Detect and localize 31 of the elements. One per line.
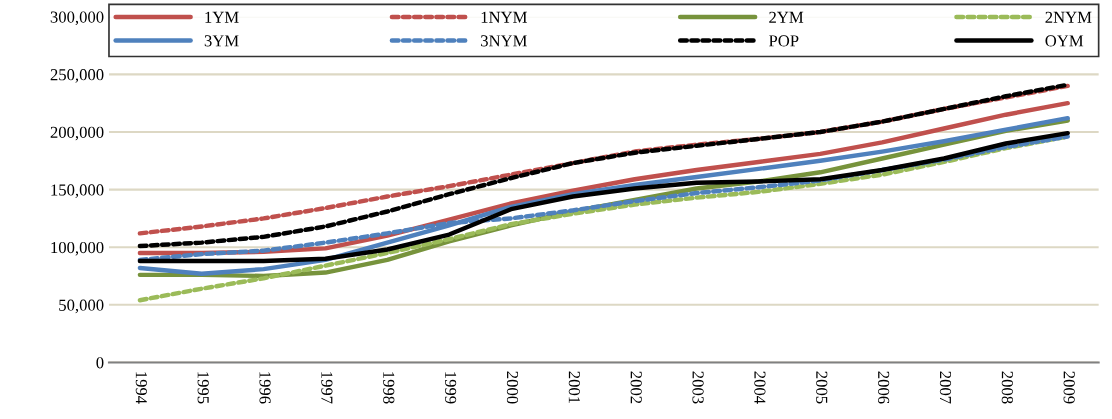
legend-label: 2NYM [1045, 11, 1092, 23]
legend-label: 3NYM [481, 35, 527, 47]
legend-label: OYM [1045, 35, 1084, 47]
x-tick-label: 1999 [445, 372, 457, 404]
x-tick-label: 2006 [877, 371, 890, 404]
y-tick-label: 0 [96, 357, 104, 369]
x-tick-label: 2009 [1063, 371, 1075, 404]
x-tick-label: 1997 [321, 372, 333, 404]
x-tick-label: 1996 [259, 372, 271, 404]
x-tick-label: 2008 [1001, 371, 1013, 404]
legend-label: 3YM [204, 35, 239, 47]
x-tick-label: 2004 [754, 371, 766, 404]
y-tick-label: 300,000 [50, 11, 104, 26]
x-tick-label: 2001 [568, 371, 580, 404]
x-tick-label: 1994 [135, 372, 147, 404]
legend-label: 2YM [769, 11, 804, 23]
legend-label: 1YM [205, 11, 239, 23]
legend-label: POP [768, 35, 799, 47]
y-tick-label: 150,000 [51, 184, 104, 198]
x-tick-label: 2002 [630, 371, 642, 404]
x-tick-label: 2003 [692, 371, 704, 404]
x-tick-label: 1998 [383, 372, 395, 404]
y-tick-label: 100,000 [51, 241, 104, 256]
y-tick-label: 200,000 [50, 126, 104, 141]
legend-label: 1NYM [481, 11, 527, 23]
x-tick-label: 1995 [197, 372, 209, 404]
x-tick-label: 2007 [939, 371, 952, 404]
y-tick-label: 50,000 [59, 299, 104, 314]
x-tick-label: 2000 [506, 371, 519, 404]
x-tick-label: 2005 [816, 371, 828, 404]
y-tick-label: 250,000 [50, 69, 104, 83]
